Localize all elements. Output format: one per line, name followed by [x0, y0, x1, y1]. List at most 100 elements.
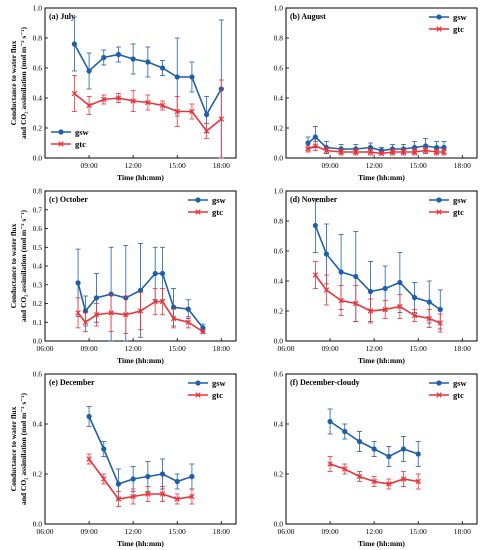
series-line: [88, 458, 193, 500]
x-tick-label: 15:00: [169, 344, 186, 353]
data-point: [353, 300, 359, 307]
x-tick-label: 12:00: [125, 161, 142, 170]
data-point: [356, 473, 363, 480]
data-point: [411, 294, 418, 301]
legend-label: gtc: [212, 207, 223, 217]
data-point: [159, 298, 166, 305]
data-point: [400, 446, 407, 452]
y-tick-label: 0.4: [33, 262, 43, 271]
data-point: [338, 269, 344, 275]
data-point: [433, 149, 440, 155]
x-tick-label: 15:00: [410, 527, 427, 536]
legend-label: gtc: [212, 390, 223, 400]
y-tick-label: 0.4: [274, 277, 284, 286]
data-point: [441, 149, 447, 155]
y-tick-label: 0.6: [274, 370, 284, 379]
panel-5: 06:00 09:00 12:00 15:00 18:00 0.0 0.2 0.4 0.6 Tim…: [9, 370, 237, 548]
data-point: [145, 99, 151, 106]
data-point: [159, 102, 166, 109]
legend: gsw gtc: [188, 195, 227, 217]
y-tick-label: 0.6: [33, 370, 43, 379]
panel-title: (b) August: [290, 12, 326, 21]
series-gtc: [71, 75, 225, 159]
data-point: [204, 111, 210, 118]
x-tick-label: 18:00: [213, 344, 230, 353]
x-tick-label: 15:00: [169, 527, 186, 536]
data-point: [415, 478, 421, 485]
y-tick-label: 0.4: [274, 420, 284, 429]
data-point: [115, 496, 122, 502]
x-axis-label: Time (hh:mm): [117, 356, 164, 365]
y-axis-label: Conductance to water flux: [9, 223, 18, 308]
y-tick-label: 1.0: [33, 4, 43, 13]
x-tick-label: 09:00: [81, 344, 98, 353]
panel-title: (c) October: [49, 195, 88, 204]
data-point: [397, 279, 403, 286]
legend-label: gsw: [453, 12, 468, 22]
data-point: [338, 297, 344, 304]
data-point: [353, 149, 359, 155]
series-gtc: [312, 261, 443, 333]
series-gsw: [86, 406, 195, 500]
y-tick-label: 0.8: [274, 34, 284, 43]
legend-label: gsw: [75, 127, 90, 137]
series-gtc: [327, 456, 421, 490]
data-point: [101, 476, 107, 482]
x-tick-label: 12:00: [366, 161, 383, 170]
data-point: [382, 285, 388, 292]
y-tick-label: 0.0: [274, 154, 284, 163]
plot-frame: [285, 190, 478, 342]
legend-marker: [195, 392, 201, 398]
x-tick-label: 09:00: [322, 344, 339, 353]
x-axis-label: Time (hh:mm): [358, 356, 405, 365]
data-point: [323, 147, 330, 154]
x-tick-label: 18:00: [213, 161, 230, 170]
series-gsw: [327, 408, 421, 467]
data-point: [327, 461, 333, 467]
panel-4: 06:00 09:00 12:00 15:00 18:00 0.0 0.2 0.4 0.6 0.8…: [274, 187, 478, 365]
y-tick-label: 0.6: [274, 64, 284, 73]
y-tick-label: 0.8: [33, 34, 43, 43]
data-point: [371, 478, 377, 485]
data-point: [327, 418, 333, 425]
legend-marker: [58, 129, 64, 135]
y-tick-label: 0.8: [33, 187, 43, 196]
y-tick-label: 0.6: [33, 64, 43, 73]
y-axis-label: Conductance to water flux: [9, 406, 18, 491]
data-point: [389, 149, 396, 155]
y-tick-label: 0.4: [274, 94, 284, 103]
y-tick-label: 0.8: [274, 217, 284, 226]
data-point: [174, 108, 180, 115]
data-point: [159, 471, 166, 477]
data-point: [145, 473, 151, 480]
y-tick-label: 0.2: [274, 307, 284, 316]
data-point: [397, 303, 403, 310]
y-tick-label: 0.2: [33, 470, 43, 479]
x-tick-label: 06:00: [36, 344, 53, 353]
data-point: [93, 295, 100, 301]
data-point: [174, 496, 180, 502]
legend-marker: [436, 14, 442, 20]
legend: gsw gtc: [188, 378, 227, 400]
legend-marker: [436, 209, 442, 215]
x-tick-label: 12:00: [366, 344, 383, 353]
data-point: [386, 481, 392, 487]
data-point: [323, 287, 330, 293]
data-point: [342, 428, 348, 435]
y-tick-label: 0.6: [33, 224, 43, 233]
data-point: [170, 315, 177, 322]
data-point: [75, 310, 81, 316]
y-axis-label: and CO₂ assimilation (mol m⁻² s⁻¹): [19, 210, 28, 322]
data-point: [159, 491, 166, 497]
data-point: [437, 306, 443, 313]
data-point: [152, 270, 158, 277]
data-point: [137, 287, 144, 293]
legend-label: gtc: [453, 207, 464, 217]
y-tick-label: 0.2: [274, 470, 284, 479]
x-tick-label: 12:00: [125, 527, 142, 536]
x-tick-label: 18:00: [454, 344, 471, 353]
x-tick-label: 15:00: [169, 161, 186, 170]
data-point: [305, 146, 311, 152]
data-point: [86, 102, 92, 109]
legend: gsw gtc: [51, 127, 90, 149]
